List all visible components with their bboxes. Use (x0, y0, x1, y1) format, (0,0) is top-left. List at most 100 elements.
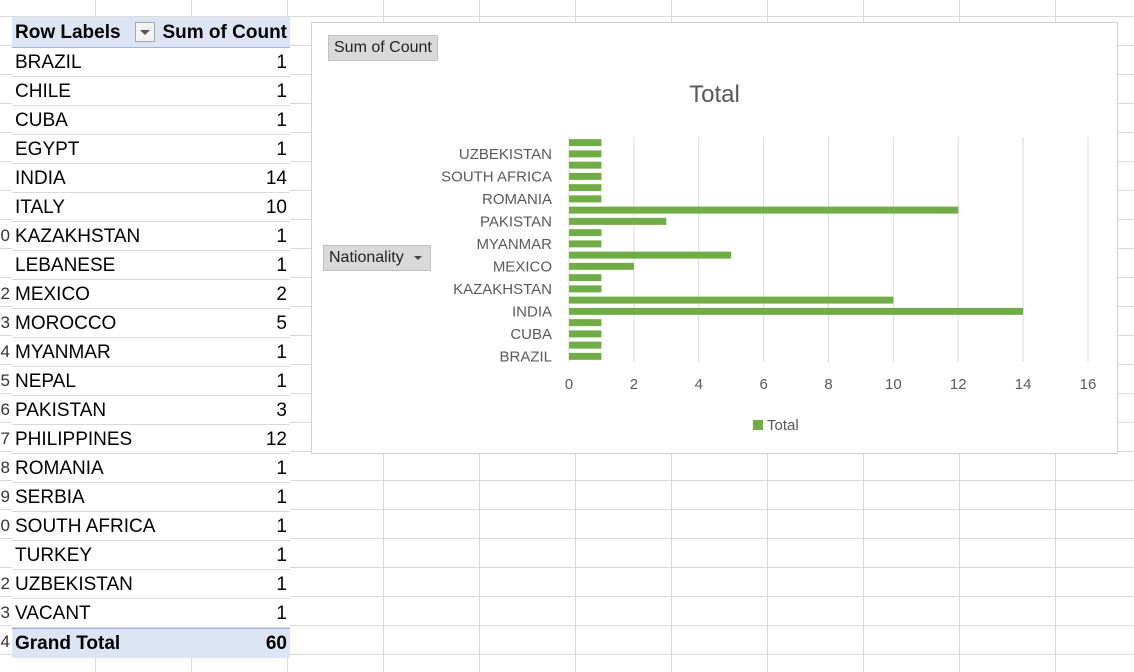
row-number[interactable]: 0 (0, 226, 10, 245)
bar[interactable] (569, 172, 602, 180)
bar[interactable] (569, 229, 602, 237)
pivot-row-value: 1 (276, 458, 287, 479)
pivot-row-label: SERBIA (15, 487, 85, 508)
sum-of-count-field-button[interactable]: Sum of Count (328, 35, 438, 61)
row-number[interactable]: 6 (0, 400, 10, 419)
row-number[interactable]: 8 (0, 458, 10, 477)
bar[interactable] (569, 330, 602, 338)
bar[interactable] (569, 296, 894, 304)
chart-title[interactable]: Total (689, 81, 740, 108)
pivot-row[interactable]: CHILE 1 (12, 77, 290, 106)
bar[interactable] (569, 307, 1024, 315)
pivot-row-label: KAZAKHSTAN (15, 226, 141, 247)
bar[interactable] (569, 262, 634, 270)
row-number[interactable]: 9 (0, 487, 10, 506)
chart-plot-area[interactable]: 0 2 4 6 8 10 12 14 16 BRAZIL CUBA INDIA KAZAKHSTAN ME… (312, 23, 1117, 453)
pivot-table[interactable]: Row Labels Sum of Count BRAZIL 1 CHILE 1 CUB… (12, 17, 290, 658)
bar[interactable] (569, 139, 602, 147)
pivot-row-value: 1 (276, 487, 287, 508)
row-number[interactable]: 2 (0, 284, 10, 303)
bar[interactable] (569, 206, 959, 214)
x-tick-label: 12 (950, 376, 967, 393)
grand-total-value: 60 (265, 633, 287, 654)
bar[interactable] (569, 184, 602, 192)
bar[interactable] (569, 240, 602, 248)
bar[interactable] (569, 274, 602, 282)
row-number[interactable]: 3 (0, 603, 10, 622)
pivot-row[interactable]: MOROCCO 5 (12, 309, 290, 338)
pivot-row[interactable]: NEPAL 1 (12, 367, 290, 396)
legend-swatch (753, 420, 763, 430)
pivot-row[interactable]: MEXICO 2 (12, 280, 290, 309)
y-category-label: PAKISTAN (480, 213, 552, 230)
pivot-row-label: VACANT (15, 603, 91, 624)
pivot-row[interactable]: EGYPT 1 (12, 135, 290, 164)
row-labels-header-text: Row Labels (15, 21, 121, 43)
grand-total-row[interactable]: Grand Total 60 (12, 628, 290, 658)
row-number[interactable]: 3 (0, 313, 10, 332)
pivot-row-label: UZBEKISTAN (15, 574, 133, 595)
pivot-row[interactable]: MYANMAR 1 (12, 338, 290, 367)
pivot-chart[interactable]: Sum of Count Nationality Total 0 2 4 6 8 10 12… (311, 22, 1118, 454)
x-tick-label: 14 (1015, 376, 1032, 393)
row-number[interactable]: 4 (0, 632, 10, 651)
bar[interactable] (569, 341, 602, 349)
pivot-row[interactable]: SERBIA 1 (12, 483, 290, 512)
pivot-row[interactable]: LEBANESE 1 (12, 251, 290, 280)
x-tick-label: 16 (1080, 376, 1097, 393)
pivot-row[interactable]: CUBA 1 (12, 106, 290, 135)
pivot-row[interactable]: VACANT 1 (12, 599, 290, 628)
nationality-dropdown-icon (413, 256, 422, 260)
pivot-row[interactable]: ROMANIA 1 (12, 454, 290, 483)
bar[interactable] (569, 352, 602, 360)
pivot-row[interactable]: TURKEY 1 (12, 541, 290, 570)
y-category-label: BRAZIL (499, 348, 552, 365)
y-category-label: ROMANIA (482, 191, 552, 208)
row-number[interactable]: 5 (0, 371, 10, 390)
pivot-row-value: 1 (276, 81, 287, 102)
pivot-row-label: SOUTH AFRICA (15, 516, 156, 537)
bar[interactable] (569, 161, 602, 169)
x-tick-label: 2 (630, 376, 638, 393)
bar[interactable] (569, 285, 602, 293)
y-category-label: MYANMAR (476, 236, 552, 253)
row-number[interactable]: 7 (0, 429, 10, 448)
row-number[interactable]: 2 (0, 574, 10, 593)
filter-dropdown-icon (140, 29, 150, 35)
pivot-row[interactable]: KAZAKHSTAN 1 (12, 222, 290, 251)
bar[interactable] (569, 195, 602, 203)
sum-of-count-header[interactable]: Sum of Count (162, 22, 287, 43)
row-number[interactable]: 0 (0, 516, 10, 535)
pivot-row-value: 1 (276, 52, 287, 73)
bar[interactable] (569, 150, 602, 158)
pivot-row-value: 1 (276, 574, 287, 595)
pivot-row[interactable]: BRAZIL 1 (12, 48, 290, 77)
pivot-row-label: ROMANIA (15, 458, 104, 479)
pivot-row-label: TURKEY (15, 545, 93, 566)
pivot-row-label: MOROCCO (15, 313, 117, 334)
row-labels-header[interactable]: Row Labels (12, 17, 157, 47)
pivot-row-value: 1 (276, 545, 287, 566)
y-category-label: KAZAKHSTAN (453, 281, 552, 298)
x-tick-label: 6 (759, 376, 767, 393)
y-category-label: MEXICO (493, 258, 552, 275)
row-number[interactable]: 4 (0, 342, 10, 361)
nationality-field-button[interactable]: Nationality (323, 245, 431, 271)
bar[interactable] (569, 319, 602, 327)
pivot-header-row: Row Labels Sum of Count (12, 17, 290, 48)
row-labels-filter-button[interactable] (135, 22, 155, 42)
nationality-field-label: Nationality (329, 249, 404, 266)
pivot-body: BRAZIL 1 CHILE 1 CUBA 1 EGYPT 1 INDIA 14 ITALY 10 KA… (12, 48, 290, 628)
pivot-row-label: CHILE (15, 81, 71, 102)
pivot-row[interactable]: ITALY 10 (12, 193, 290, 222)
sum-of-count-field-label: Sum of Count (334, 39, 432, 56)
pivot-row[interactable]: UZBEKISTAN 1 (12, 570, 290, 599)
pivot-row-label: INDIA (15, 168, 66, 189)
pivot-row[interactable]: PAKISTAN 3 (12, 396, 290, 425)
bar[interactable] (569, 251, 732, 259)
bar[interactable] (569, 217, 667, 225)
pivot-row[interactable]: PHILIPPINES 12 (12, 425, 290, 454)
pivot-row[interactable]: INDIA 14 (12, 164, 290, 193)
pivot-row[interactable]: SOUTH AFRICA 1 (12, 512, 290, 541)
legend-label[interactable]: Total (767, 417, 799, 434)
